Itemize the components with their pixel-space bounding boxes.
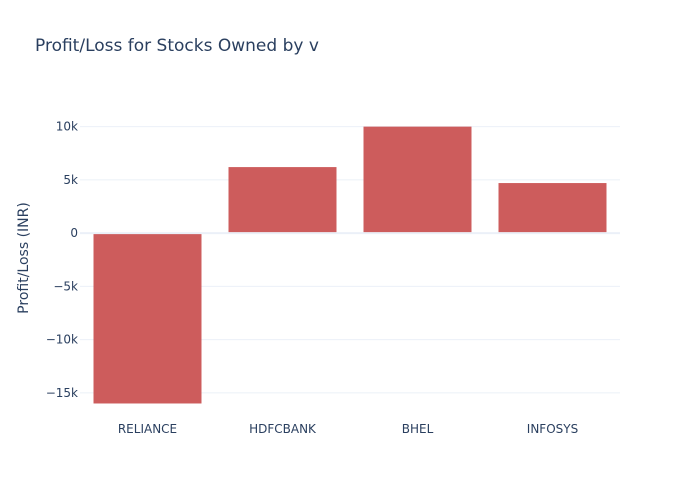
x-tick-labels: RELIANCE HDFCBANK BHEL INFOSYS — [118, 422, 578, 436]
x-tick-label: HDFCBANK — [249, 422, 317, 436]
y-tick-label: −10k — [46, 333, 78, 347]
bar-bhel[interactable] — [363, 126, 472, 234]
bar-infosys[interactable] — [498, 183, 607, 234]
y-tick-labels: 10k 5k 0 −5k −10k −15k — [46, 120, 78, 400]
x-tick-label: BHEL — [402, 422, 434, 436]
y-tick-label: −5k — [53, 279, 78, 293]
bars — [93, 126, 607, 404]
x-tick-label: INFOSYS — [527, 422, 578, 436]
y-tick-label: 10k — [56, 120, 78, 134]
x-tick-label: RELIANCE — [118, 422, 177, 436]
bar-hdfcbank[interactable] — [228, 167, 337, 234]
bar-reliance[interactable] — [93, 233, 202, 404]
y-tick-label: 5k — [63, 173, 78, 187]
y-tick-label: 0 — [70, 226, 78, 240]
chart-title: Profit/Loss for Stocks Owned by v — [35, 36, 319, 56]
y-tick-label: −15k — [46, 386, 78, 400]
y-axis-title: Profit/Loss (INR) — [16, 202, 32, 314]
